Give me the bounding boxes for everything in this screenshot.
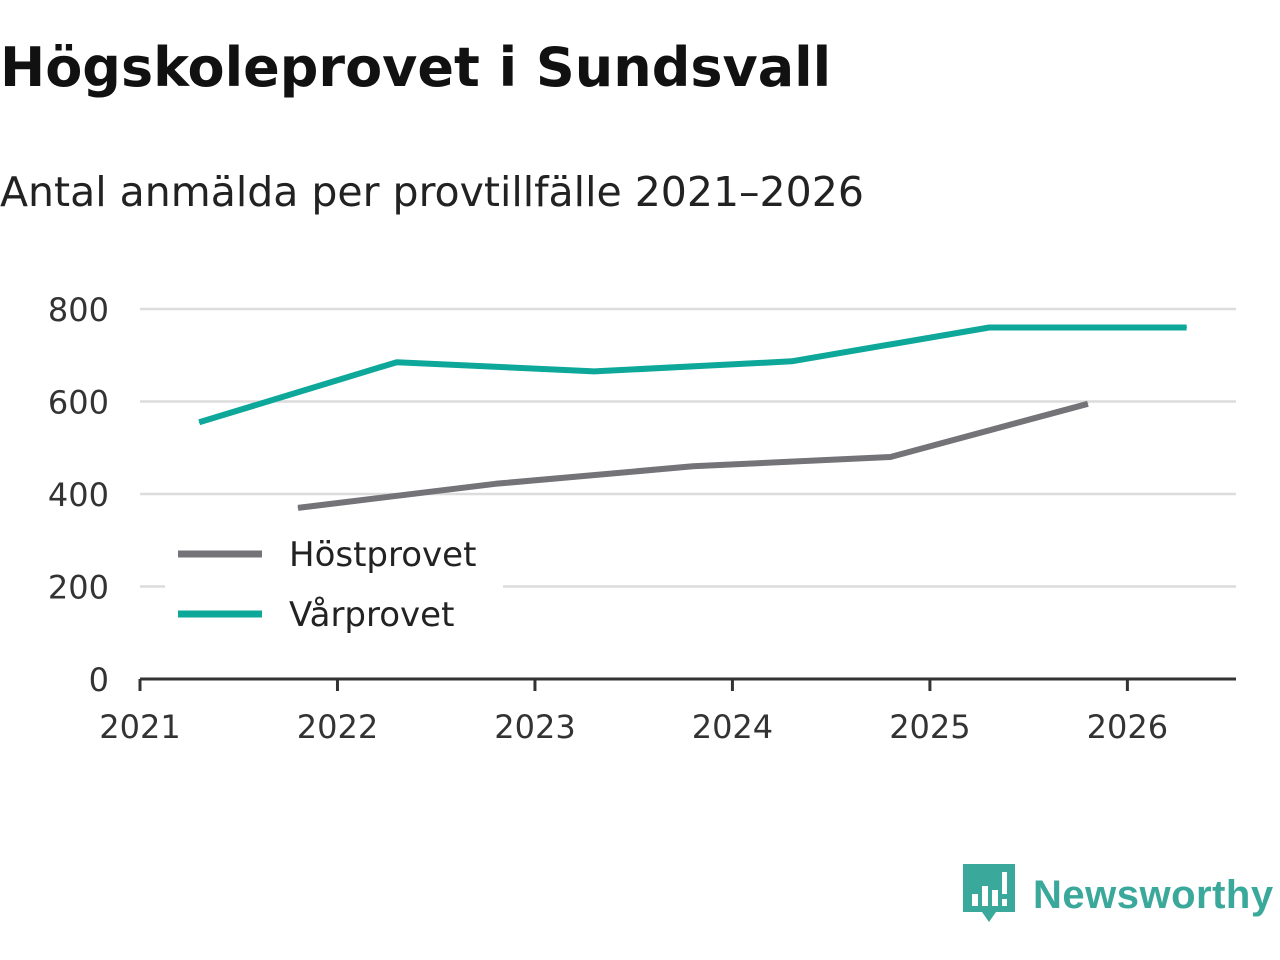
y-axis-labels: 0 200 400 600 800 xyxy=(48,291,109,699)
x-tick-label-2023: 2023 xyxy=(494,708,575,746)
y-tick-label-600: 600 xyxy=(48,384,109,422)
series-line-1 xyxy=(198,324,1187,426)
data-point-0-0 xyxy=(297,507,299,509)
legend-label-1: Vårprovet xyxy=(289,595,454,635)
series-lines xyxy=(198,324,1188,511)
chart-title: Högskoleprovet i Sundsvall xyxy=(0,36,832,99)
x-tick-label-2022: 2022 xyxy=(297,708,378,746)
x-tick-label-2026: 2026 xyxy=(1087,708,1168,746)
x-axis: 2021 2022 2023 2024 2025 2026 xyxy=(99,677,1236,746)
y-tick-label-400: 400 xyxy=(48,476,109,514)
legend: Höstprovet Vårprovet xyxy=(165,522,503,635)
x-tick-label-2025: 2025 xyxy=(889,708,970,746)
data-point-1-3 xyxy=(791,360,793,362)
x-tick-label-2024: 2024 xyxy=(692,708,773,746)
newsworthy-icon xyxy=(963,864,1015,922)
y-tick-label-200: 200 xyxy=(48,569,109,607)
chart-subtitle: Antal anmälda per provtillfälle 2021–202… xyxy=(0,168,864,216)
y-tick-label-0: 0 xyxy=(89,661,109,699)
data-point-0-4 xyxy=(1087,403,1089,405)
data-point-1-5 xyxy=(1186,327,1188,328)
series-line-0 xyxy=(297,400,1089,511)
data-point-0-1 xyxy=(494,483,496,485)
data-point-0-2 xyxy=(692,465,694,467)
data-point-0-3 xyxy=(889,456,891,458)
data-point-1-4 xyxy=(988,327,990,328)
data-point-1-0 xyxy=(198,421,200,423)
y-tick-label-800: 800 xyxy=(48,291,109,329)
x-tick-label-2021: 2021 xyxy=(99,708,180,746)
brand-name: Newsworthy xyxy=(1033,872,1274,917)
legend-label-0: Höstprovet xyxy=(289,535,476,575)
brand-logo: Newsworthy xyxy=(963,864,1274,926)
data-point-1-2 xyxy=(593,370,595,372)
data-point-1-1 xyxy=(396,361,398,363)
